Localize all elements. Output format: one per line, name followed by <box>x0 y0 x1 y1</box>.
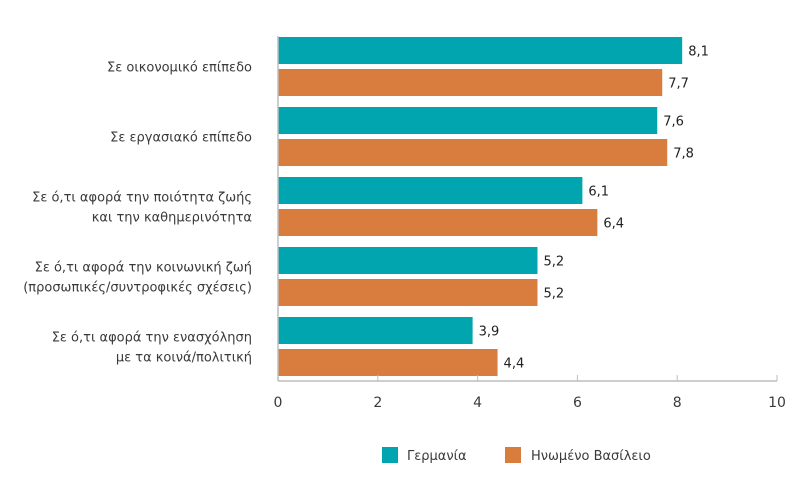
bar-uk-2 <box>278 209 598 236</box>
bar-germany-1 <box>278 107 658 134</box>
x-tick-label-0: 0 <box>274 395 283 411</box>
value-label-uk-2: 6,4 <box>603 217 624 232</box>
category-label-4-0: Σε ό,τι αφορά την ενασχόληση <box>52 331 252 346</box>
bar-germany-0 <box>278 37 683 64</box>
bar-uk-3 <box>278 279 538 306</box>
legend-swatch-uk <box>505 447 521 463</box>
category-label-4-1: με τα κοινά/πολιτική <box>116 351 252 366</box>
bar-germany-2 <box>278 177 583 204</box>
category-label-3-0: Σε ό,τι αφορά την κοινωνική ζωή <box>35 261 252 276</box>
legend: Γερμανία Ηνωμένο Βασίλειο <box>382 447 651 464</box>
value-label-germany-2: 6,1 <box>588 185 609 200</box>
value-label-uk-1: 7,8 <box>673 147 694 162</box>
category-label-1-0: Σε εργασιακό επίπεδο <box>110 131 252 146</box>
category-label-3-1: (προσωπικές/συντροφικές σχέσεις) <box>23 281 252 296</box>
bar-uk-0 <box>278 69 663 96</box>
bar-uk-4 <box>278 349 498 376</box>
x-tick-label-2: 4 <box>473 395 482 411</box>
x-tick-label-4: 8 <box>673 395 682 411</box>
value-label-germany-4: 3,9 <box>479 325 500 340</box>
value-label-germany-1: 7,6 <box>663 115 684 130</box>
value-label-uk-3: 5,2 <box>543 287 564 302</box>
legend-label-germany: Γερμανία <box>407 449 467 464</box>
value-label-uk-0: 7,7 <box>668 77 689 92</box>
category-label-2-0: Σε ό,τι αφορά την ποιότητα ζωής <box>32 191 252 206</box>
value-label-germany-3: 5,2 <box>543 255 564 270</box>
bar-uk-1 <box>278 139 668 166</box>
legend-swatch-germany <box>382 447 398 463</box>
category-label-0-0: Σε οικονομικό επίπεδο <box>107 61 252 76</box>
x-tick-label-1: 2 <box>373 395 382 411</box>
category-labels: Σε οικονομικό επίπεδο Σε εργασιακό επίπεδ… <box>23 61 252 366</box>
value-label-germany-0: 8,1 <box>688 45 709 60</box>
bar-germany-4 <box>278 317 473 344</box>
x-axis: 0 2 4 6 8 10 <box>274 36 786 411</box>
category-label-2-1: και την καθημερινότητα <box>92 211 252 226</box>
bars-group: 8,1 7,7 7,6 7,8 6,1 6,4 5,2 5,2 3,9 4,4 <box>278 37 709 376</box>
bar-germany-3 <box>278 247 538 274</box>
x-tick-label-3: 6 <box>573 395 582 411</box>
x-tick-label-5: 10 <box>768 395 786 411</box>
legend-label-uk: Ηνωμένο Βασίλειο <box>531 449 651 464</box>
value-label-uk-4: 4,4 <box>504 357 525 372</box>
